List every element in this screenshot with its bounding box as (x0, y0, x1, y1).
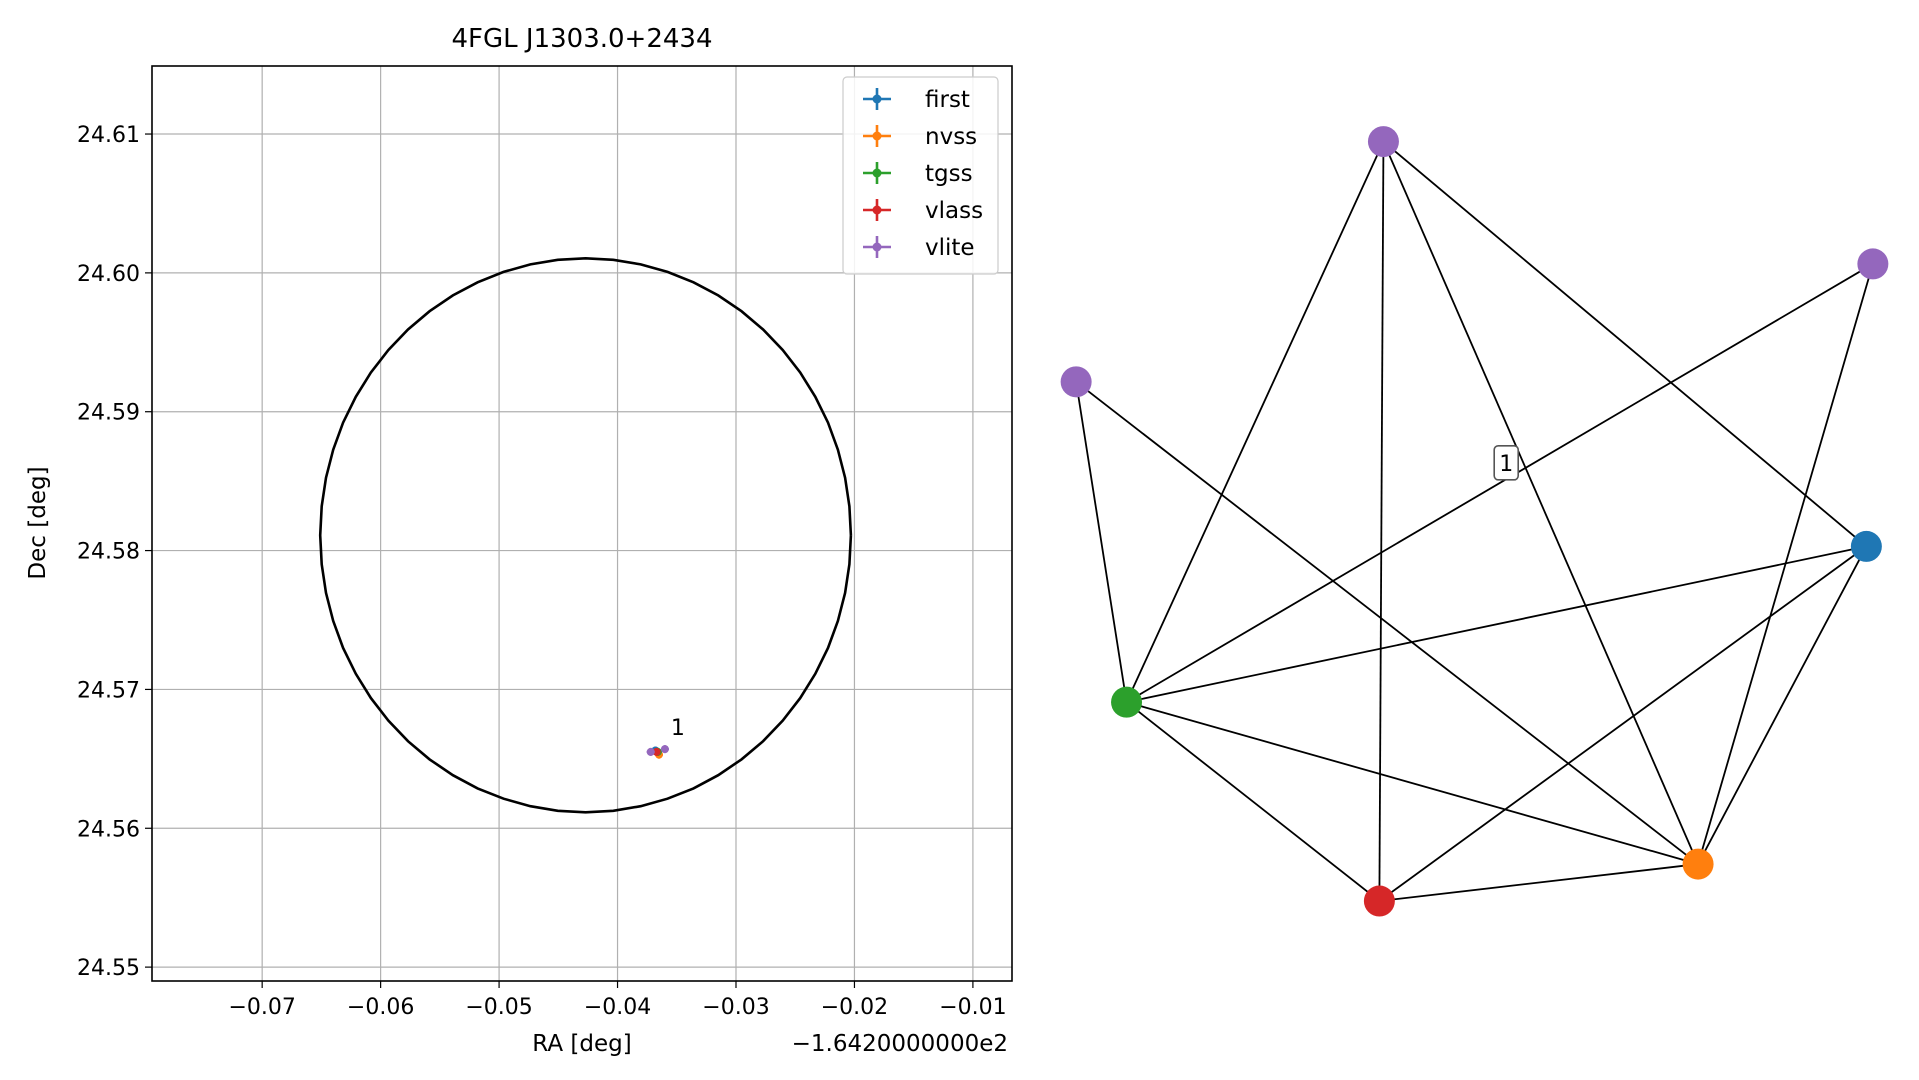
error-ellipse-outline (318, 256, 853, 814)
network-edges (1075, 140, 1874, 902)
network-edge (1125, 701, 1380, 902)
data-points (646, 745, 669, 759)
network-edge (1382, 141, 1699, 865)
network-edge (1126, 263, 1874, 703)
legend-entry-vlass: vlass (863, 198, 983, 224)
network-edge (1075, 381, 1128, 703)
network-edge (1125, 141, 1385, 703)
y-tick-label: 24.61 (77, 123, 140, 148)
association-network: 1 (1060, 126, 1889, 917)
plot-frame (151, 65, 1013, 982)
network-edge (1378, 545, 1867, 902)
y-tick-label: 24.58 (77, 540, 140, 565)
legend-label: nvss (925, 124, 977, 150)
x-offset-text: −1.6420000000e2 (792, 1031, 1008, 1057)
network-node-tgss (1111, 686, 1143, 718)
y-tick-label: 24.57 (77, 678, 140, 703)
x-axis-ticks: −0.07 −0.06 −0.05 −0.04 −0.03 −0.02 −0.01 (228, 981, 1007, 1020)
chart-title: 4FGL J1303.0+2434 (452, 24, 713, 54)
x-tick-label: −0.02 (821, 995, 888, 1020)
network-edge (1382, 140, 1867, 548)
network-edge (1379, 863, 1699, 902)
legend: first nvss tgss vlass vlite (842, 76, 999, 275)
x-tick-label: −0.06 (347, 995, 414, 1020)
cluster-label-box (1493, 444, 1520, 481)
network-edge (1697, 545, 1868, 865)
y-axis-label: Dec [deg] (25, 466, 51, 579)
network-edge (1378, 141, 1385, 902)
y-tick-label: 24.60 (77, 262, 140, 287)
data-point-vlite (646, 747, 655, 756)
annotations: 1 (671, 716, 685, 741)
legend-entry-tgss: tgss (863, 161, 973, 187)
x-axis-label: RA [deg] (532, 1031, 631, 1057)
sky-position-chart: 4FGL J1303.0+2434 1 −0.07 −0.06 −0.05 −0.04… (25, 24, 1013, 1057)
y-tick-label: 24.56 (77, 817, 140, 842)
point-annotation: 1 (671, 716, 685, 741)
x-tick-label: −0.01 (939, 995, 1006, 1020)
x-tick-label: −0.04 (584, 995, 651, 1020)
network-node-vlite_top (1367, 126, 1399, 158)
x-tick-label: −0.05 (465, 995, 532, 1020)
legend-entry-nvss: nvss (863, 124, 977, 150)
network-node-vlite_right (1857, 248, 1889, 280)
y-tick-label: 24.55 (77, 956, 140, 981)
network-node-vlass (1363, 885, 1395, 917)
network-node-vlite_left (1060, 366, 1092, 398)
network-edge (1075, 381, 1699, 865)
legend-box (842, 76, 999, 275)
network-nodes (1060, 126, 1889, 917)
cluster-label: 1 (1493, 444, 1520, 481)
y-axis-ticks: 24.55 24.56 24.57 24.58 24.59 24.60 24.61 (77, 123, 152, 981)
legend-label: vlite (925, 235, 975, 261)
network-edge (1126, 545, 1867, 704)
error-ellipse (318, 256, 853, 814)
legend-label: vlass (925, 198, 983, 224)
network-node-nvss (1682, 848, 1714, 880)
x-tick-label: −0.03 (702, 995, 769, 1020)
y-tick-label: 24.59 (77, 401, 140, 426)
data-point-vlite (660, 745, 669, 754)
network-node-first (1850, 530, 1882, 562)
legend-entry-first: first (863, 87, 970, 113)
x-tick-label: −0.07 (228, 995, 295, 1020)
legend-label: tgss (925, 161, 973, 187)
legend-label: first (925, 87, 970, 113)
legend-entry-vlite: vlite (863, 235, 975, 261)
network-edge (1126, 701, 1699, 865)
cluster-label-text: 1 (1499, 452, 1513, 477)
